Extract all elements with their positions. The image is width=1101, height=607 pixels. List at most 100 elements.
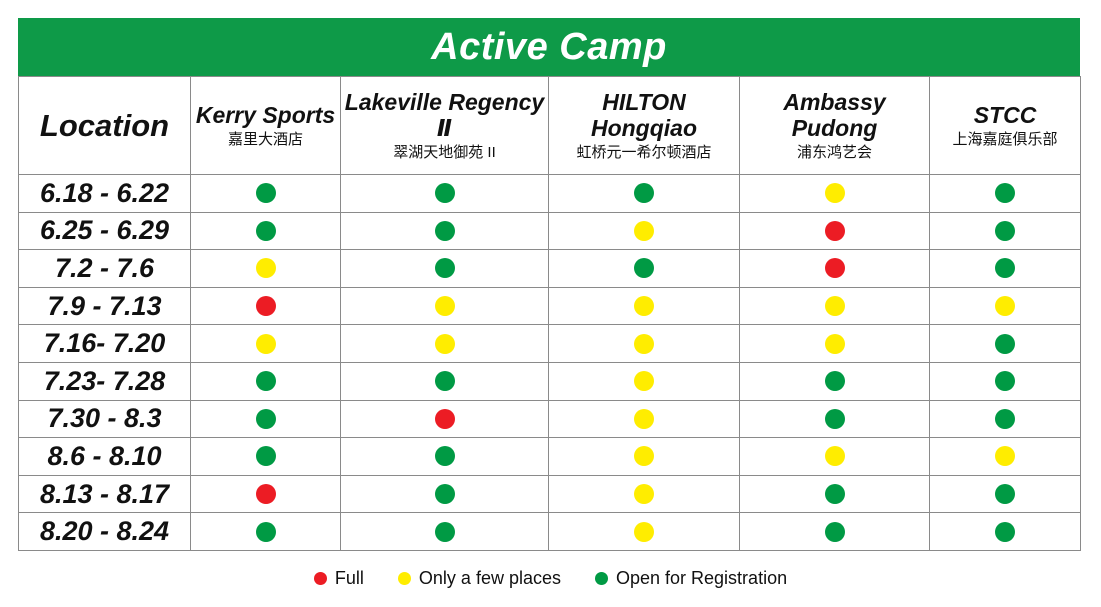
status-open-dot-icon bbox=[995, 183, 1015, 204]
status-few-dot-icon bbox=[634, 521, 654, 542]
table-row: 7.9 - 7.13 bbox=[18, 286, 1081, 326]
status-few-dot-icon bbox=[255, 258, 276, 279]
status-open-dot-icon bbox=[434, 446, 455, 467]
status-cell bbox=[340, 324, 549, 363]
venue-header: Kerry Sports 嘉里大酒店 bbox=[190, 76, 341, 175]
table-row: 8.13 - 8.17 bbox=[18, 474, 1081, 514]
status-cell bbox=[340, 249, 549, 288]
date-range: 6.25 - 6.29 bbox=[18, 211, 191, 251]
status-cell bbox=[190, 211, 341, 251]
legend-item-few: Only a few places bbox=[397, 568, 561, 589]
status-few-dot-icon bbox=[995, 296, 1015, 317]
status-cell bbox=[190, 286, 341, 326]
status-open-dot-icon bbox=[255, 521, 276, 542]
status-cell bbox=[929, 249, 1081, 288]
table-row: 8.6 - 8.10 bbox=[18, 437, 1081, 476]
status-open-dot-icon bbox=[995, 408, 1015, 429]
status-open-dot-icon bbox=[255, 408, 276, 429]
status-cell bbox=[548, 174, 740, 213]
status-few-dot-icon bbox=[634, 371, 654, 392]
status-cell bbox=[929, 512, 1081, 551]
status-few-dot-icon bbox=[634, 484, 654, 505]
status-open-dot-icon bbox=[824, 484, 845, 505]
status-cell bbox=[340, 399, 549, 439]
date-range: 7.23- 7.28 bbox=[18, 361, 191, 401]
table-row: 6.18 - 6.22 bbox=[18, 174, 1081, 213]
status-cell bbox=[340, 286, 549, 326]
table-body: 6.18 - 6.22 6.25 - 6.29 7.2 - 7.6 7.9 - 7.1… bbox=[18, 174, 1081, 551]
table-row: 7.16- 7.20 bbox=[18, 324, 1081, 363]
date-range: 8.13 - 8.17 bbox=[18, 474, 191, 514]
status-cell bbox=[340, 211, 549, 251]
status-open-dot-icon bbox=[255, 183, 276, 204]
status-cell bbox=[190, 324, 341, 363]
table-row: 8.20 - 8.24 bbox=[18, 512, 1081, 551]
venue-header: STCC 上海嘉庭俱乐部 bbox=[929, 76, 1081, 175]
status-open-dot-icon bbox=[255, 220, 276, 241]
status-open-dot-icon bbox=[634, 258, 654, 279]
venue-name: HILTON Hongqiao bbox=[590, 88, 698, 141]
status-cell bbox=[929, 399, 1081, 439]
status-cell bbox=[739, 249, 930, 288]
venue-name-chinese: 上海嘉庭俱乐部 bbox=[952, 130, 1058, 148]
status-cell bbox=[190, 512, 341, 551]
status-cell bbox=[548, 324, 740, 363]
status-cell bbox=[548, 249, 740, 288]
status-cell bbox=[190, 174, 341, 213]
status-few-dot-icon bbox=[634, 220, 654, 241]
status-open-dot-icon bbox=[255, 371, 276, 392]
status-cell bbox=[340, 361, 549, 401]
date-range: 7.30 - 8.3 bbox=[18, 399, 191, 439]
venue-name-chinese: 翠湖天地御苑 II bbox=[393, 143, 496, 161]
venue-name-chinese: 浦东鸿艺会 bbox=[796, 143, 872, 161]
status-cell bbox=[190, 437, 341, 476]
status-cell bbox=[190, 474, 341, 514]
status-open-dot-icon bbox=[634, 183, 654, 204]
status-cell bbox=[739, 437, 930, 476]
status-cell bbox=[190, 249, 341, 288]
table-row: 6.25 - 6.29 bbox=[18, 211, 1081, 251]
status-cell bbox=[548, 286, 740, 326]
status-cell bbox=[340, 474, 549, 514]
legend-open-dot-icon bbox=[595, 572, 608, 585]
status-few-dot-icon bbox=[634, 296, 654, 317]
venue-name: Kerry Sports bbox=[195, 101, 336, 128]
status-cell bbox=[929, 474, 1081, 514]
venue-header: HILTON Hongqiao 虹桥元一希尔顿酒店 bbox=[548, 76, 740, 175]
status-full-dot-icon bbox=[824, 258, 845, 279]
status-cell bbox=[739, 286, 930, 326]
status-few-dot-icon bbox=[824, 296, 845, 317]
status-cell bbox=[929, 174, 1081, 213]
status-open-dot-icon bbox=[434, 220, 455, 241]
status-few-dot-icon bbox=[634, 333, 654, 354]
status-cell bbox=[739, 361, 930, 401]
status-cell bbox=[340, 437, 549, 476]
status-open-dot-icon bbox=[434, 371, 455, 392]
status-cell bbox=[548, 361, 740, 401]
status-cell bbox=[548, 437, 740, 476]
status-few-dot-icon bbox=[824, 446, 845, 467]
legend-label: Only a few places bbox=[418, 568, 561, 588]
legend-label: Full bbox=[334, 568, 364, 588]
status-cell bbox=[548, 399, 740, 439]
status-open-dot-icon bbox=[824, 521, 845, 542]
status-few-dot-icon bbox=[634, 408, 654, 429]
header-row: Location Kerry Sports 嘉里大酒店 Lakeville Rege… bbox=[18, 76, 1081, 175]
status-cell bbox=[739, 174, 930, 213]
status-few-dot-icon bbox=[434, 333, 455, 354]
legend: Full Only a few places Open for Registrati… bbox=[0, 568, 1101, 589]
venue-header: Ambassy Pudong 浦东鸿艺会 bbox=[739, 76, 930, 175]
location-header: Location bbox=[18, 76, 191, 175]
legend-label: Open for Registration bbox=[616, 568, 788, 588]
availability-table: Location Kerry Sports 嘉里大酒店 Lakeville Rege… bbox=[18, 76, 1081, 551]
date-range: 8.6 - 8.10 bbox=[18, 437, 191, 476]
status-open-dot-icon bbox=[434, 258, 455, 279]
status-few-dot-icon bbox=[995, 446, 1015, 467]
status-cell bbox=[548, 211, 740, 251]
table-row: 7.30 - 8.3 bbox=[18, 399, 1081, 439]
status-open-dot-icon bbox=[255, 446, 276, 467]
status-open-dot-icon bbox=[995, 371, 1015, 392]
status-open-dot-icon bbox=[434, 183, 455, 204]
venue-name-chinese: 嘉里大酒店 bbox=[227, 130, 303, 148]
legend-few-dot-icon bbox=[397, 572, 411, 585]
